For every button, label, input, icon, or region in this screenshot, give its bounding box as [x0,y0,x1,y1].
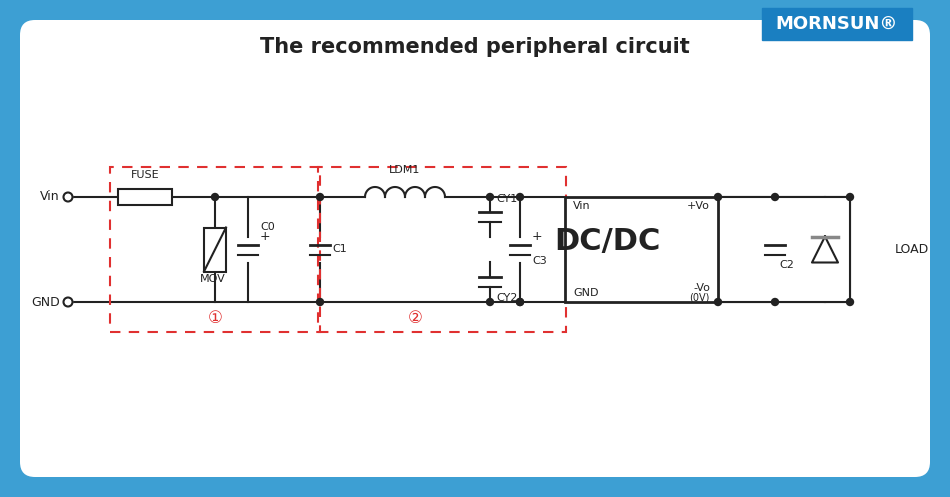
Text: +: + [532,230,542,243]
Circle shape [714,299,721,306]
Text: CY2: CY2 [496,293,518,303]
Text: MORNSUN®: MORNSUN® [776,15,898,33]
Text: Vin: Vin [573,201,591,211]
Text: FUSE: FUSE [131,170,160,180]
Bar [204,228,226,271]
Text: DC/DC: DC/DC [555,227,661,256]
Circle shape [212,193,218,200]
Text: GND: GND [31,296,60,309]
Circle shape [714,193,721,200]
Circle shape [846,299,853,306]
Text: LDM1: LDM1 [390,165,421,175]
Text: MOV: MOV [200,274,226,284]
Bar [110,167,320,332]
Bar [565,197,718,302]
Text: Vin: Vin [41,190,60,203]
Text: C3: C3 [532,256,547,266]
Circle shape [316,193,324,200]
Bar [318,167,566,332]
Text: +: + [260,230,271,243]
Text: C1: C1 [332,245,347,254]
Circle shape [517,299,523,306]
Text: ②: ② [408,309,423,327]
Text: The recommended peripheral circuit: The recommended peripheral circuit [260,37,690,57]
Text: -Vo: -Vo [694,283,710,293]
Text: ①: ① [207,309,222,327]
Circle shape [517,299,523,306]
Circle shape [64,298,72,307]
Text: LOAD: LOAD [895,243,929,256]
Circle shape [846,193,853,200]
Text: (0V): (0V) [690,293,710,303]
Circle shape [486,299,493,306]
Bar [718,197,850,302]
Text: CY1: CY1 [496,194,517,204]
Circle shape [486,193,493,200]
Text: C0: C0 [260,223,275,233]
Circle shape [517,193,523,200]
Circle shape [771,299,778,306]
Text: +Vo: +Vo [687,201,710,211]
Text: GND: GND [573,288,598,298]
Circle shape [64,192,72,201]
Circle shape [316,299,324,306]
Bar [762,8,912,40]
Circle shape [771,193,778,200]
FancyBboxPatch shape [20,20,930,477]
Bar [118,189,172,205]
Text: C2: C2 [779,260,794,270]
